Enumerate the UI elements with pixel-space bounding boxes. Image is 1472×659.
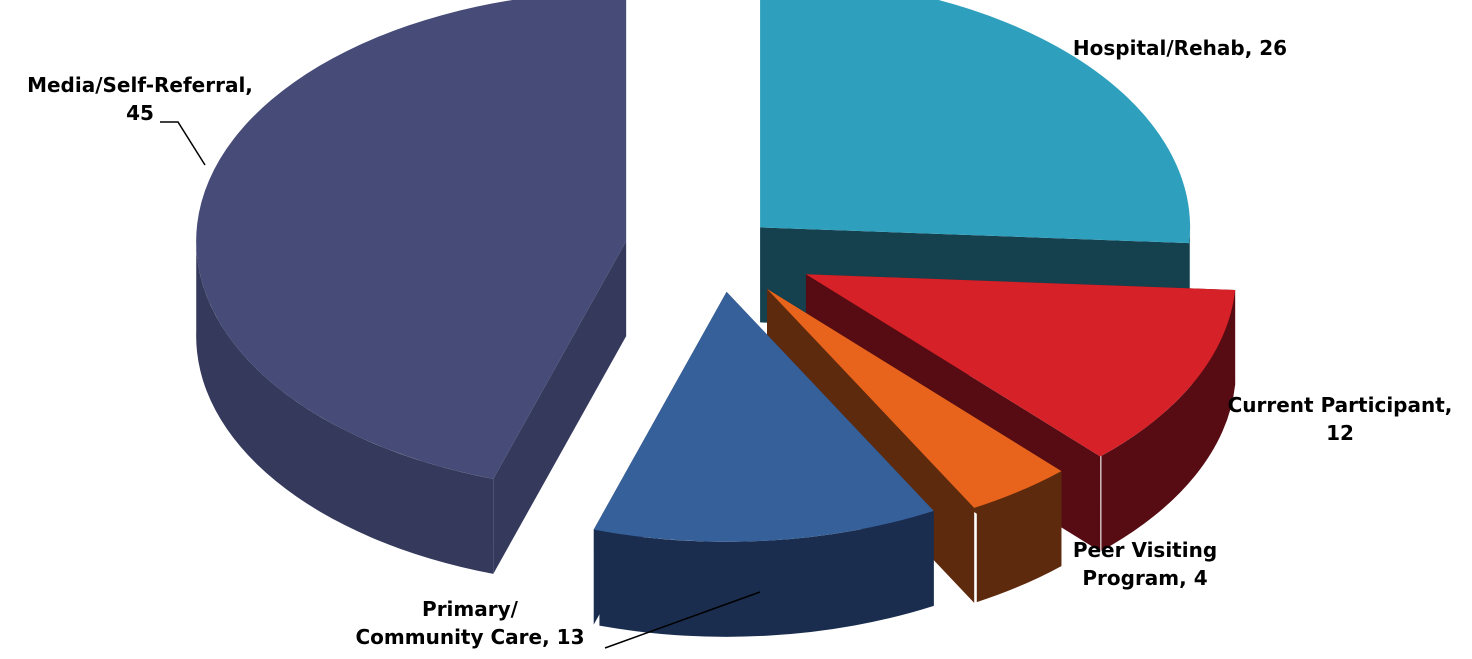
data-label-line: Current Participant, [1228, 393, 1453, 417]
slice-outer-wall [599, 510, 934, 637]
data-label-line: 45 [126, 101, 154, 125]
leader-lines [160, 121, 761, 649]
data-labels: Hospital/Rehab, 26 Current Participant, 12… [27, 36, 1452, 649]
pie-slice-media-self-referral [196, 0, 627, 479]
data-label-line: 12 [1326, 421, 1354, 445]
slice-tops [196, 0, 1236, 542]
slice-outer-wall [196, 236, 494, 574]
slice-wall [493, 241, 627, 574]
data-label: Current Participant, 12 [1228, 393, 1453, 445]
slice-outer-wall [976, 471, 1062, 603]
pie-slice-primary-community-care [593, 291, 934, 542]
leader-line [604, 591, 761, 649]
data-label: Media/Self-Referral, 45 [27, 73, 253, 125]
slice-outer-wall [1101, 289, 1236, 551]
data-label: Hospital/Rehab, 26 [1073, 36, 1287, 60]
data-label: Peer Visiting Program, 4 [1073, 538, 1217, 590]
pie-slice-current-participant [805, 274, 1236, 457]
pie-slice-peer-visiting-program [767, 288, 1062, 508]
pie-slice-hospital-rehab [760, 0, 1191, 244]
data-label-line: Peer Visiting [1073, 538, 1217, 562]
data-label-line: Program, 4 [1082, 566, 1207, 590]
data-label: Primary/Community Care, 13 [356, 597, 585, 649]
data-label-line: Media/Self-Referral, [27, 73, 253, 97]
data-label-line: Community Care, 13 [356, 625, 585, 649]
data-label-line: Hospital/Rehab, 26 [1073, 36, 1287, 60]
leader-line [160, 121, 206, 166]
data-label-line: Primary/ [422, 597, 519, 621]
